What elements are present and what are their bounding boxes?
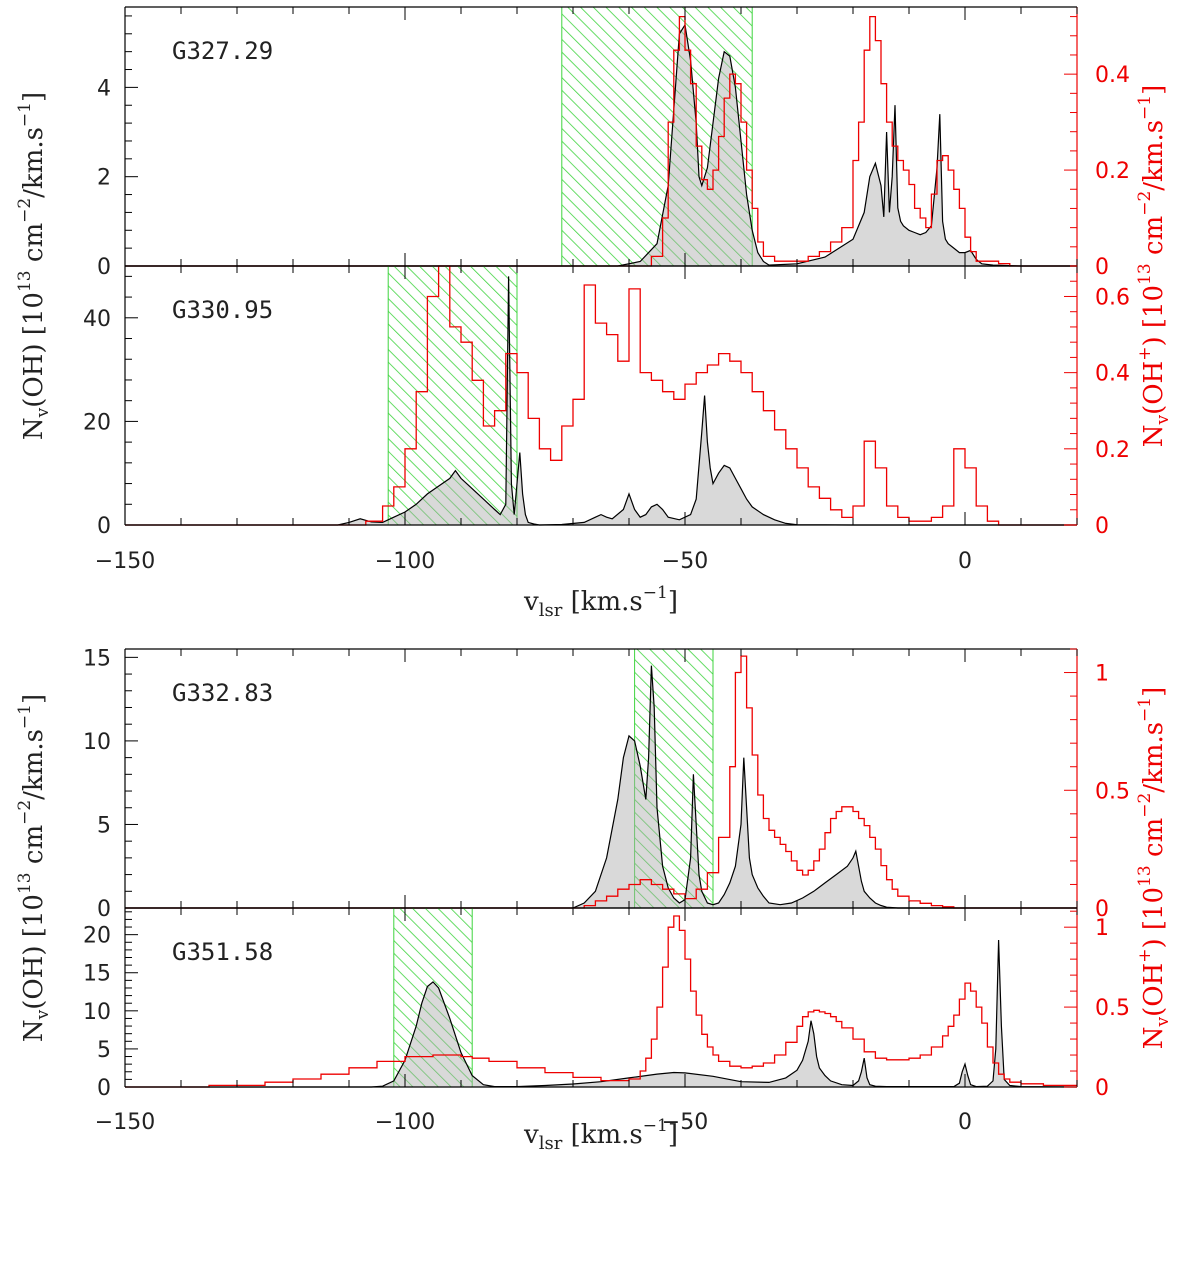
- ohp-y-tick-label: 0: [1095, 897, 1109, 922]
- ohp-y-axis-label: Nv(OH+) [1013 cm−2/km.s−1]: [1135, 85, 1173, 448]
- oh-y-tick-label: 15: [83, 962, 111, 987]
- oh-y-tick-label: 10: [83, 1000, 111, 1025]
- x-tick-label: −100: [375, 1110, 435, 1135]
- ohp-spectrum: [125, 655, 1077, 909]
- oh-y-tick-label: 5: [97, 1038, 111, 1063]
- x-tick-label: −50: [662, 549, 708, 574]
- ohp-y-tick-label: 0.2: [1095, 438, 1130, 463]
- ohp-y-tick-label: 0.5: [1095, 996, 1130, 1021]
- x-tick-label: −100: [375, 549, 435, 574]
- oh-y-tick-label: 0: [97, 1076, 111, 1101]
- ohp-y-tick-label: 0: [1095, 255, 1109, 280]
- oh-y-tick-label: 4: [97, 76, 111, 101]
- oh-y-tick-label: 0: [97, 514, 111, 539]
- panel-G330-95: 0 20 40 0 0.2 0.4 0.6 G330.95: [83, 265, 1130, 539]
- x-axis-label: vlsr [km.s−1]: [523, 1116, 678, 1154]
- figure-bottom: 05101500.51G332.830510152000.51G351.58−1…: [15, 646, 1173, 1154]
- ohp-spectrum: [125, 15, 1077, 267]
- x-tick-label: −150: [95, 549, 155, 574]
- oh-spectrum: [125, 276, 1077, 526]
- x-tick-label: 0: [958, 549, 972, 574]
- oh-y-tick-label: 5: [97, 813, 111, 838]
- oh-y-tick-label: 0: [97, 255, 111, 280]
- panel-name: G327.29: [172, 37, 273, 65]
- panel-G327-29: 0 2 4 0 0.2 0.4 G327.29: [97, 6, 1130, 280]
- panel-name: G351.58: [172, 938, 273, 966]
- x-tick-label: −50: [662, 1110, 708, 1135]
- panel-name: G332.83: [172, 679, 273, 707]
- panel-G351-58: 0 5 10 15 20 0 0.5 1 G351.58: [83, 907, 1130, 1101]
- ohp-spectrum: [125, 265, 1077, 526]
- ohp-y-tick-label: 0.2: [1095, 159, 1130, 184]
- ohp-y-tick-label: 1: [1095, 916, 1109, 941]
- ohp-y-tick-label: 0: [1095, 1076, 1109, 1101]
- x-axis-label: vlsr [km.s−1]: [523, 583, 678, 621]
- panel-name: G330.95: [172, 296, 273, 324]
- chart-root: 02400.20.4G327.290204000.20.40.6G330.95−…: [15, 6, 1173, 1154]
- ohp-y-tick-label: 0.6: [1095, 285, 1130, 310]
- ohp-spectrum: [125, 915, 1077, 1088]
- oh-spectrum: [125, 23, 1077, 267]
- ohp-y-tick-label: 0.4: [1095, 63, 1130, 88]
- oh-y-tick-label: 40: [83, 307, 111, 332]
- oh-spectrum: [125, 939, 1078, 1088]
- oh-y-tick-label: 2: [97, 166, 111, 191]
- ohp-y-tick-label: 0.4: [1095, 362, 1130, 387]
- ohp-y-axis-label: Nv(OH+) [1013 cm−2/km.s−1]: [1135, 687, 1173, 1050]
- oh-y-tick-label: 20: [83, 924, 111, 949]
- x-tick-label: −150: [95, 1110, 155, 1135]
- oh-y-tick-label: 20: [83, 410, 111, 435]
- oh-y-axis-label: Nv(OH) [1013 cm−2/km.s−1]: [15, 694, 53, 1042]
- hatch-band: [387, 265, 518, 526]
- ohp-y-tick-label: 0: [1095, 514, 1109, 539]
- oh-y-tick-label: 10: [83, 730, 111, 755]
- panel-G332-83: 0 5 10 15 0 0.5 1 G332.83: [83, 646, 1130, 922]
- ohp-y-tick-label: 1: [1095, 662, 1109, 687]
- figure-top: 02400.20.4G327.290204000.20.40.6G330.95−…: [15, 6, 1173, 621]
- oh-y-tick-label: 15: [83, 646, 111, 671]
- oh-y-tick-label: 0: [97, 897, 111, 922]
- ohp-y-tick-label: 0.5: [1095, 779, 1130, 804]
- x-tick-label: 0: [958, 1110, 972, 1135]
- oh-spectrum: [125, 665, 1077, 909]
- oh-y-axis-label: Nv(OH) [1013 cm−2/km.s−1]: [15, 92, 53, 440]
